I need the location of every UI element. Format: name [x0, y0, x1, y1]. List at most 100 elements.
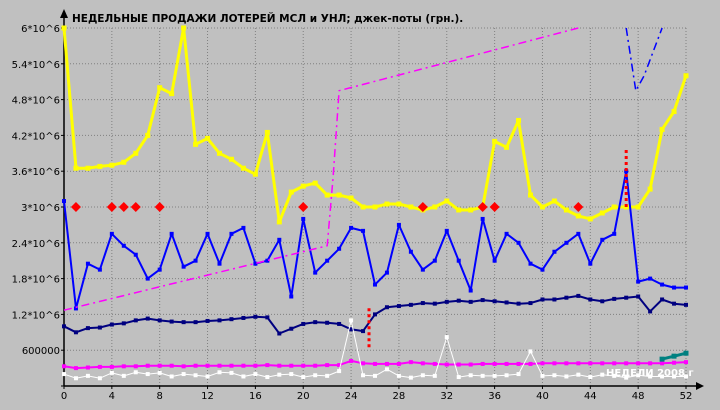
- series-3-point-43: [576, 361, 581, 366]
- series-3-point-7: [145, 363, 150, 368]
- series-3-point-51: [672, 360, 677, 365]
- series-2-point-45: [600, 299, 605, 304]
- series-4-point-29: [408, 375, 413, 380]
- series-3-point-2: [85, 365, 90, 370]
- series-3-point-52: [684, 360, 688, 365]
- series-4-point-17: [265, 375, 270, 380]
- diamond-marker-2: [118, 202, 129, 212]
- series-1-point-46: [612, 231, 617, 236]
- series-2-point-46: [612, 296, 617, 301]
- series-0-point-5: [121, 159, 127, 165]
- series-4-point-52: [684, 374, 688, 379]
- diamond-marker-6: [417, 202, 428, 212]
- diamond-marker-8: [489, 202, 500, 212]
- series-1-point-3: [97, 267, 102, 272]
- series-3-point-13: [217, 363, 222, 368]
- series-2-point-11: [193, 320, 198, 325]
- series-2-point-7: [145, 316, 150, 321]
- series-0-point-31: [432, 204, 438, 210]
- series-1-point-9: [169, 231, 174, 236]
- series-4-point-42: [564, 374, 569, 379]
- series-2-point-30: [420, 301, 425, 306]
- y-tick-label-2: 1.2*10^6: [12, 310, 60, 321]
- series-4-point-20: [301, 375, 306, 380]
- series-4-point-3: [97, 376, 102, 381]
- series-7-point-2: [683, 350, 689, 356]
- series-0-point-48: [635, 204, 641, 210]
- x-tick-label-9: 36: [488, 391, 501, 402]
- y-tick-label-10: 6*10^6: [21, 24, 60, 35]
- x-tick-label-1: 4: [109, 391, 115, 402]
- series-2-point-25: [361, 329, 366, 334]
- series-1-point-13: [217, 261, 222, 266]
- series-0-point-19: [288, 189, 294, 195]
- series-4-point-4: [109, 370, 114, 375]
- x-tick-label-2: 8: [157, 391, 163, 402]
- series-2-point-43: [576, 293, 581, 298]
- series-3-point-33: [456, 362, 461, 367]
- series-0-point-16: [252, 171, 258, 177]
- series-0-point-34: [468, 207, 474, 213]
- series-1-point-35: [480, 216, 485, 221]
- diamond-marker-1: [106, 202, 117, 212]
- y-tick-label-4: 2.4*10^6: [12, 239, 60, 250]
- series-3-point-8: [157, 363, 162, 368]
- series-2-point-26: [373, 312, 377, 317]
- series-3-point-27: [384, 361, 389, 366]
- x-tick-label-11: 44: [584, 391, 597, 402]
- series-2-point-44: [588, 297, 593, 302]
- series-2-point-49: [648, 309, 653, 314]
- series-2-point-51: [672, 301, 677, 306]
- series-0-point-20: [300, 183, 306, 189]
- series-1-point-5: [121, 243, 126, 248]
- chart-title: НЕДЕЛЬНЫЕ ПРОДАЖИ ЛОТЕРЕЙ МСЛ и УНЛ; дже…: [72, 12, 463, 25]
- series-3-point-19: [289, 363, 294, 368]
- series-4-point-30: [420, 373, 425, 378]
- series-3-point-21: [313, 363, 318, 368]
- series-2-point-10: [181, 320, 186, 325]
- series-3-point-1: [73, 366, 78, 371]
- series-2-point-50: [660, 297, 665, 302]
- series-1-point-11: [193, 258, 198, 263]
- series-0-point-4: [109, 162, 115, 168]
- x-tick-label-6: 24: [345, 391, 358, 402]
- y-tick-label-9: 5.4*10^6: [12, 60, 60, 71]
- series-3-point-30: [420, 361, 425, 366]
- series-2-point-38: [516, 301, 521, 306]
- series-2-point-22: [325, 320, 330, 325]
- diamond-marker-0: [70, 202, 81, 212]
- series-0-point-42: [563, 207, 569, 213]
- series-1-point-34: [468, 288, 473, 293]
- series-7-point-1: [671, 353, 677, 359]
- series-0-point-29: [408, 204, 414, 210]
- series-0-point-52: [683, 73, 689, 79]
- series-1-point-39: [528, 261, 533, 266]
- series-1-point-48: [636, 279, 641, 284]
- series-1-point-25: [361, 228, 366, 233]
- series-4-point-28: [396, 373, 401, 378]
- x-tick-label-7: 28: [393, 391, 406, 402]
- series-0-point-37: [504, 144, 510, 150]
- series-2-point-16: [253, 314, 258, 319]
- series-1-point-37: [504, 231, 509, 236]
- series-1-point-17: [265, 258, 270, 263]
- series-0-point-43: [575, 213, 581, 219]
- series-0-point-18: [276, 219, 282, 225]
- series-1-point-30: [420, 267, 425, 272]
- series-1-point-19: [289, 294, 294, 299]
- series-0-point-17: [264, 129, 270, 135]
- diamond-marker-4: [154, 202, 165, 212]
- series-2-point-48: [636, 294, 641, 299]
- series-3-point-50: [660, 361, 665, 366]
- series-2-point-31: [432, 301, 437, 306]
- series-0-point-21: [312, 180, 318, 186]
- x-tick-labels: 0 4 8 12 16 20 24 28 32 36 40 44 48 52: [61, 391, 693, 402]
- y-tick-label-5: 3*10^6: [21, 203, 60, 214]
- series-2-point-13: [217, 318, 222, 323]
- series-3-point-40: [540, 361, 545, 366]
- markers-layer: [70, 147, 628, 348]
- series-1-point-51: [672, 285, 677, 290]
- series-2-point-37: [504, 300, 509, 305]
- series-1-point-18: [277, 237, 282, 242]
